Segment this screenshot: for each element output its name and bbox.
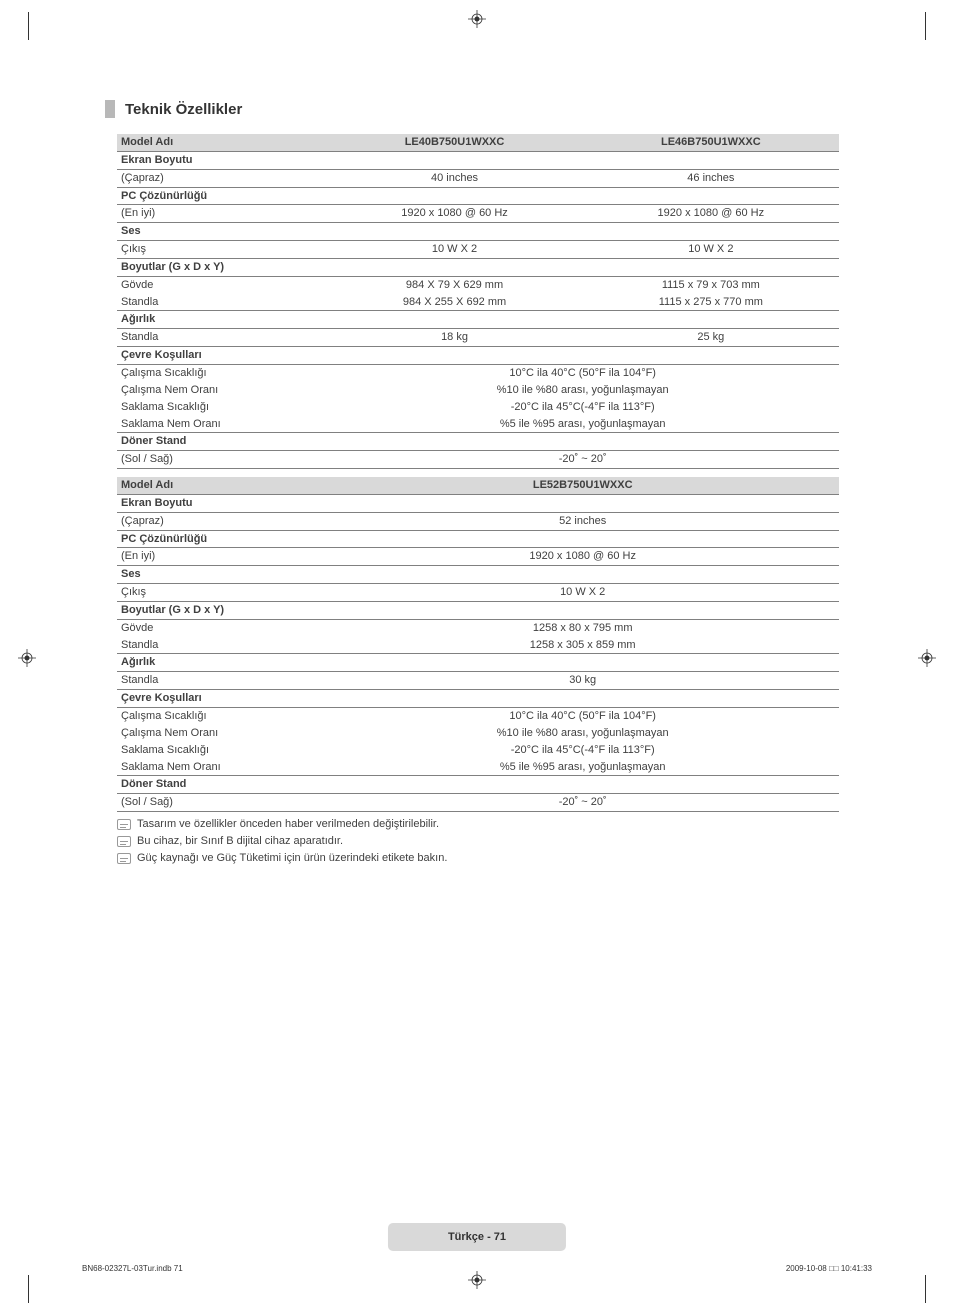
table-cell: 1920 x 1080 @ 60 Hz (583, 205, 839, 223)
table-header: Model Adı (117, 134, 326, 151)
table-row-label: Gövde (117, 276, 326, 293)
table-cell: %5 ile %95 arası, yoğunlaşmayan (326, 416, 839, 433)
table-cell: 1258 x 305 x 859 mm (326, 637, 839, 654)
table-cell: 10 W X 2 (326, 584, 839, 602)
table-cell: -20°C ila 45°C(-4°F ila 113°F) (326, 742, 839, 759)
note-text: Bu cihaz, bir Sınıf B dijital cihaz apar… (137, 835, 343, 847)
table-cell: 10°C ila 40°C (50°F ila 104°F) (326, 364, 839, 381)
title-text: Teknik Özellikler (125, 101, 242, 118)
table-cell: 984 X 79 X 629 mm (326, 276, 582, 293)
table-row-label: (Çapraz) (117, 512, 326, 530)
table-row-label: Çalışma Sıcaklığı (117, 364, 326, 381)
note-icon (117, 819, 131, 830)
table-row-label: Çalışma Nem Oranı (117, 725, 326, 742)
table-header: LE46B750U1WXXC (583, 134, 839, 151)
table-row-label: Çalışma Nem Oranı (117, 382, 326, 399)
table-row-label: Ses (117, 223, 326, 241)
table-row-label: Ağırlık (117, 311, 326, 329)
spec-table-1: Model AdıLE40B750U1WXXCLE46B750U1WXXC Ekr… (117, 134, 839, 469)
table-row-label: Çevre Koşulları (117, 690, 326, 708)
table-cell: 1115 x 79 x 703 mm (583, 276, 839, 293)
table-row-label: (En iyi) (117, 548, 326, 566)
note-text: Güç kaynağı ve Güç Tüketimi için ürün üz… (137, 852, 447, 864)
table-cell: %5 ile %95 arası, yoğunlaşmayan (326, 759, 839, 776)
note-icon (117, 836, 131, 847)
table-row-label: Çevre Koşulları (117, 347, 326, 365)
note-item: Tasarım ve özellikler önceden haber veri… (117, 818, 847, 830)
table-row-label: Saklama Sıcaklığı (117, 742, 326, 759)
table-cell: -20˚ ~ 20˚ (326, 451, 839, 469)
table-cell: %10 ile %80 arası, yoğunlaşmayan (326, 725, 839, 742)
table-row-label: Standla (117, 329, 326, 347)
registration-mark-icon (18, 649, 36, 667)
table-cell: 40 inches (326, 169, 582, 187)
page-content: Teknik Özellikler Model AdıLE40B750U1WXX… (107, 100, 847, 869)
table-cell: 46 inches (583, 169, 839, 187)
table-row-label: PC Çözünürlüğü (117, 530, 326, 548)
table-row-label: Standla (117, 672, 326, 690)
table-cell: %10 ile %80 arası, yoğunlaşmayan (326, 382, 839, 399)
footer-filename: BN68-02327L-03Tur.indb 71 (82, 1264, 183, 1273)
spec-table-2: Model AdıLE52B750U1WXXCEkran Boyutu(Çapr… (117, 477, 839, 812)
table-row-label: Döner Stand (117, 776, 326, 794)
table-row-label: Saklama Nem Oranı (117, 759, 326, 776)
table-cell: 52 inches (326, 512, 839, 530)
table-row-label: Çalışma Sıcaklığı (117, 708, 326, 725)
page-number-badge: Türkçe - 71 (388, 1223, 566, 1251)
table-row-label: Çıkış (117, 241, 326, 259)
table-row-label: Boyutlar (G x D x Y) (117, 601, 326, 619)
table-cell: 1115 x 275 x 770 mm (583, 294, 839, 311)
table-cell: 25 kg (583, 329, 839, 347)
table-header: LE52B750U1WXXC (326, 477, 839, 494)
table-row-label: Ağırlık (117, 654, 326, 672)
table-row-label: Ekran Boyutu (117, 151, 326, 169)
table-row-label: Ses (117, 566, 326, 584)
table-cell: 1258 x 80 x 795 mm (326, 619, 839, 636)
section-title: Teknik Özellikler (105, 100, 847, 118)
table-header: LE40B750U1WXXC (326, 134, 582, 151)
note-item: Güç kaynağı ve Güç Tüketimi için ürün üz… (117, 852, 847, 864)
table-row-label: Ekran Boyutu (117, 494, 326, 512)
table-cell: 1920 x 1080 @ 60 Hz (326, 548, 839, 566)
note-item: Bu cihaz, bir Sınıf B dijital cihaz apar… (117, 835, 847, 847)
table-row-label: Saklama Sıcaklığı (117, 399, 326, 416)
note-icon (117, 853, 131, 864)
table-row-label: (Sol / Sağ) (117, 451, 326, 469)
table-row-label: Döner Stand (117, 433, 326, 451)
table-cell: 10 W X 2 (583, 241, 839, 259)
registration-mark-icon (468, 10, 486, 28)
notes-list: Tasarım ve özellikler önceden haber veri… (117, 818, 847, 864)
table-cell: 18 kg (326, 329, 582, 347)
table-row-label: Çıkış (117, 584, 326, 602)
table-row-label: Gövde (117, 619, 326, 636)
table-row-label: (Çapraz) (117, 169, 326, 187)
table-row-label: Standla (117, 637, 326, 654)
registration-mark-icon (918, 649, 936, 667)
title-accent-bar (105, 100, 115, 118)
footer-timestamp: 2009-10-08 □□ 10:41:33 (786, 1264, 872, 1273)
table-row-label: (En iyi) (117, 205, 326, 223)
table-cell: 984 X 255 X 692 mm (326, 294, 582, 311)
registration-mark-icon (468, 1271, 486, 1289)
table-row-label: Saklama Nem Oranı (117, 416, 326, 433)
table-row-label: (Sol / Sağ) (117, 794, 326, 812)
table-cell: 30 kg (326, 672, 839, 690)
table-cell: -20˚ ~ 20˚ (326, 794, 839, 812)
table-header: Model Adı (117, 477, 326, 494)
table-row-label: Standla (117, 294, 326, 311)
table-cell: -20°C ila 45°C(-4°F ila 113°F) (326, 399, 839, 416)
table-cell: 10°C ila 40°C (50°F ila 104°F) (326, 708, 839, 725)
table-row-label: PC Çözünürlüğü (117, 187, 326, 205)
table-row-label: Boyutlar (G x D x Y) (117, 258, 326, 276)
table-cell: 1920 x 1080 @ 60 Hz (326, 205, 582, 223)
table-cell: 10 W X 2 (326, 241, 582, 259)
note-text: Tasarım ve özellikler önceden haber veri… (137, 818, 439, 830)
